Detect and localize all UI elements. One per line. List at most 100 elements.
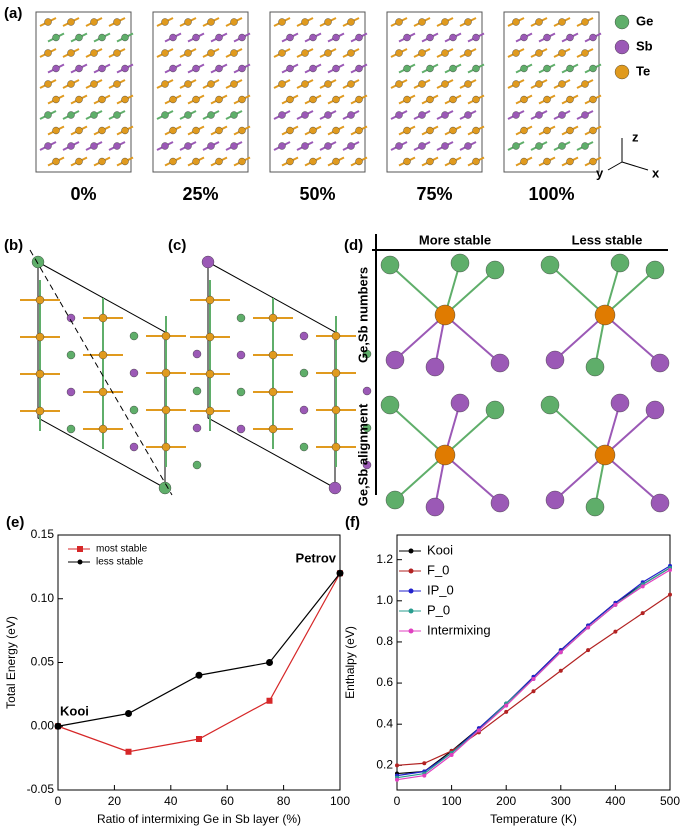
- marker: [613, 602, 618, 607]
- legend-label: P_0: [427, 602, 450, 617]
- atom: [192, 423, 202, 433]
- atom: [434, 304, 456, 326]
- atom: [535, 49, 543, 57]
- atom: [192, 460, 202, 470]
- x-tick-label: 0: [55, 794, 62, 808]
- atom: [362, 349, 372, 359]
- atom: [169, 157, 177, 166]
- atom: [286, 126, 294, 135]
- atom: [66, 387, 76, 397]
- y-axis-label: Total Energy (eV): [4, 616, 18, 709]
- atom: [650, 353, 670, 373]
- atom: [472, 64, 480, 73]
- atom: [540, 255, 560, 275]
- atom: [236, 313, 246, 323]
- atom: [184, 142, 192, 150]
- atom: [403, 126, 411, 135]
- unit-cell: [152, 11, 249, 173]
- atom: [520, 95, 528, 104]
- atom: [230, 142, 238, 150]
- atom: [192, 33, 200, 42]
- atom: [566, 95, 574, 104]
- atom: [161, 49, 169, 57]
- atom: [268, 424, 278, 434]
- atom: [98, 126, 106, 135]
- atom: [215, 33, 223, 42]
- atom: [472, 126, 480, 135]
- marker: [640, 611, 645, 616]
- atom: [90, 49, 98, 57]
- atom: [614, 39, 630, 55]
- marker: [640, 584, 645, 589]
- atom: [67, 142, 75, 150]
- legend-marker: [408, 608, 414, 614]
- atom: [362, 386, 372, 396]
- atom: [66, 313, 76, 323]
- atom: [286, 64, 294, 73]
- atom: [238, 126, 246, 135]
- cut-line: [29, 249, 173, 496]
- atom: [347, 111, 355, 119]
- atom: [324, 49, 332, 57]
- atom: [66, 350, 76, 360]
- atom: [324, 111, 332, 119]
- panel-label: (a): [4, 5, 22, 22]
- legend-marker: [77, 559, 83, 565]
- bond: [444, 269, 496, 316]
- x-tick-label: 80: [277, 794, 291, 808]
- atom: [121, 126, 129, 135]
- atom: [464, 49, 472, 57]
- atom: [238, 64, 246, 73]
- atom: [347, 80, 355, 88]
- atom: [184, 80, 192, 88]
- atom: [464, 142, 472, 150]
- atom: [192, 126, 200, 135]
- atom: [44, 142, 52, 150]
- atom: [309, 95, 317, 104]
- atom: [450, 393, 470, 413]
- atom: [278, 111, 286, 119]
- atom: [650, 493, 670, 513]
- atom: [418, 111, 426, 119]
- axis-name: z: [632, 129, 639, 144]
- unit-cell: [269, 11, 366, 173]
- x-tick-label: 200: [496, 794, 516, 808]
- atom: [113, 80, 121, 88]
- atom: [161, 442, 171, 452]
- atom: [90, 111, 98, 119]
- atom: [347, 18, 355, 26]
- atom: [161, 142, 169, 150]
- atom: [192, 349, 202, 359]
- atom: [66, 424, 76, 434]
- atom: [355, 64, 363, 73]
- atom: [169, 126, 177, 135]
- atom: [464, 80, 472, 88]
- atom: [35, 295, 45, 305]
- unit-cell: [35, 11, 132, 173]
- y-tick-label: 1.2: [376, 552, 393, 566]
- annotation: Petrov: [296, 550, 337, 565]
- atom: [98, 95, 106, 104]
- x-tick-label: 400: [605, 794, 625, 808]
- atom: [385, 490, 405, 510]
- atom: [278, 142, 286, 150]
- atom: [309, 126, 317, 135]
- atom: [614, 64, 630, 80]
- x-tick-label: 500: [660, 794, 680, 808]
- atom: [425, 497, 445, 517]
- y-tick-label: 0.15: [31, 527, 55, 541]
- atom: [543, 33, 551, 42]
- legend-label: most stable: [96, 544, 148, 555]
- panel-label: (f): [345, 514, 360, 531]
- unit-cell: [503, 11, 600, 173]
- legend-label: Kooi: [427, 542, 453, 557]
- marker: [54, 722, 62, 730]
- atom: [75, 157, 83, 166]
- bond: [604, 454, 661, 504]
- atom: [395, 80, 403, 88]
- atom: [434, 444, 456, 466]
- bond: [394, 454, 446, 501]
- atom: [512, 80, 520, 88]
- x-tick-label: 100: [330, 794, 350, 808]
